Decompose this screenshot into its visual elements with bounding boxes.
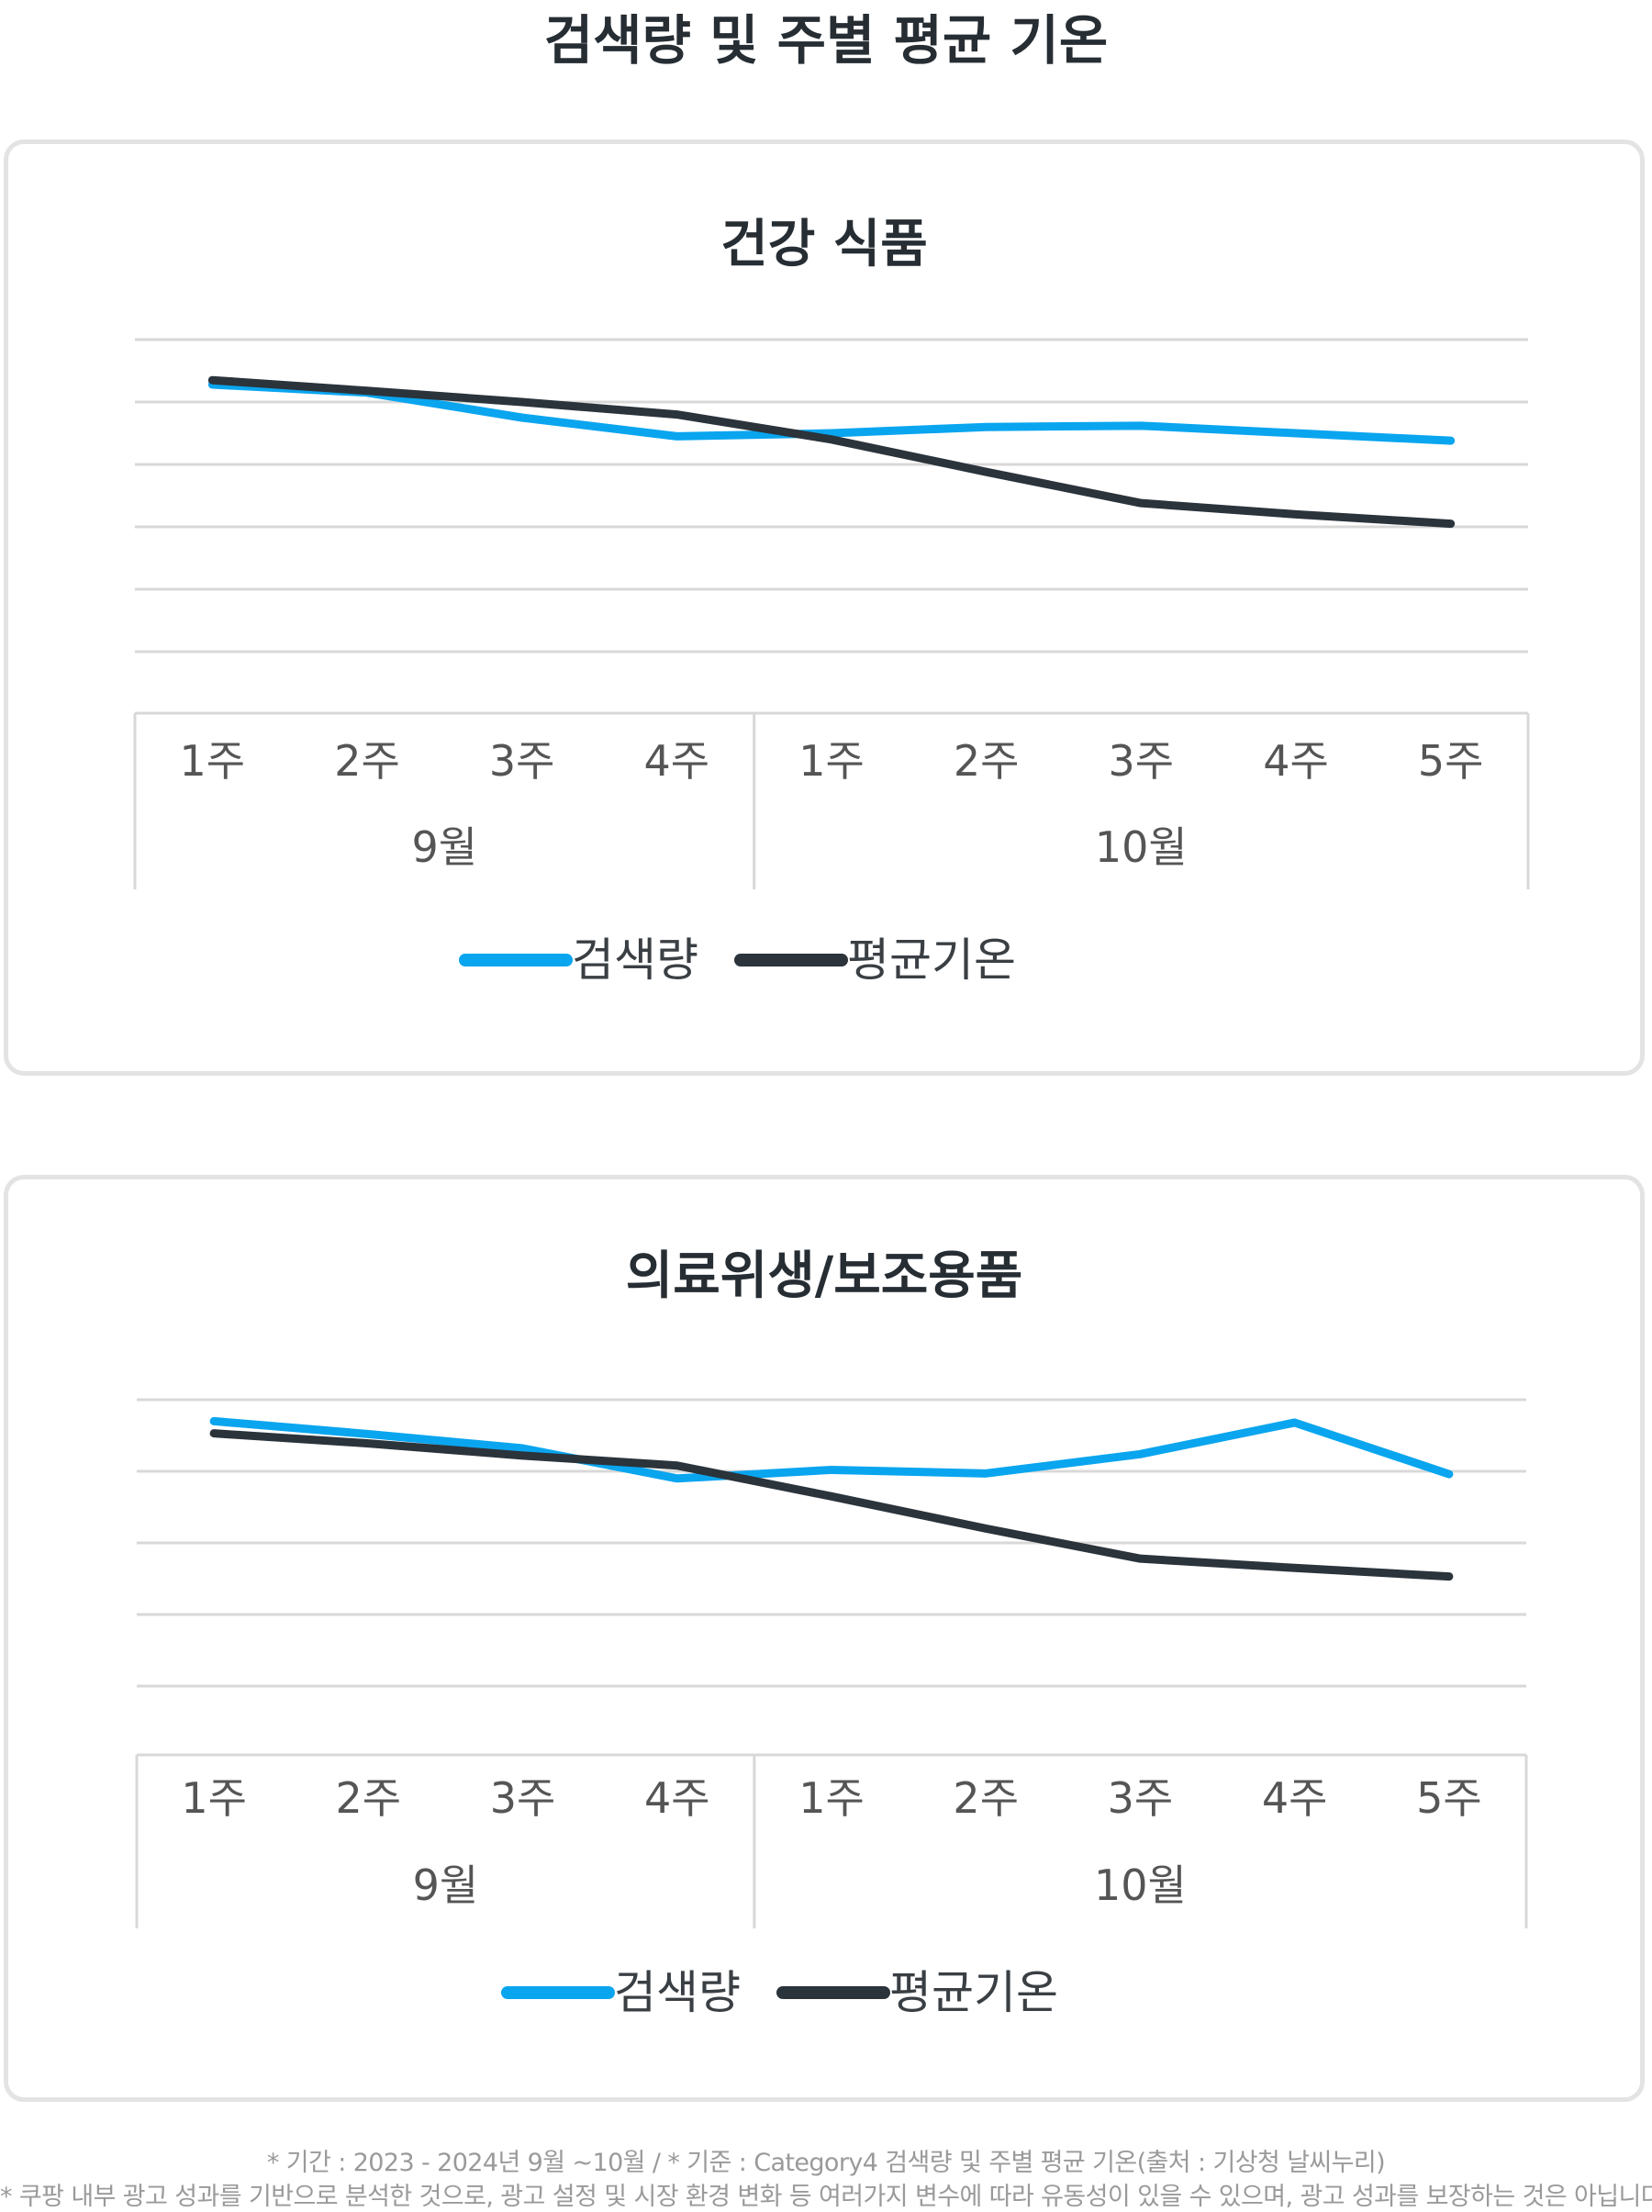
legend-label-search: 검색량 bbox=[614, 1966, 741, 2019]
legend-label-temperature: 평균기온 bbox=[847, 933, 1016, 987]
x-tick-label: 2주 bbox=[334, 736, 400, 786]
month-group-label: 10월 bbox=[1094, 1860, 1187, 1910]
chart-title: 의료위생/보조용품 bbox=[625, 1246, 1023, 1306]
x-tick-label: 2주 bbox=[336, 1773, 402, 1823]
x-tick-label: 1주 bbox=[798, 736, 865, 786]
x-tick-label: 2주 bbox=[953, 1773, 1019, 1823]
x-tick-label: 4주 bbox=[644, 1773, 710, 1823]
x-tick-label: 4주 bbox=[1263, 736, 1329, 786]
x-tick-label: 3주 bbox=[489, 736, 555, 786]
legend-label-temperature: 평균기온 bbox=[889, 1966, 1058, 2019]
x-tick-label: 4주 bbox=[644, 736, 710, 786]
series-line-search bbox=[207, 380, 1456, 445]
month-group-label: 9월 bbox=[413, 1860, 479, 1910]
legend-label-search: 검색량 bbox=[572, 933, 698, 987]
series-line-search bbox=[209, 1416, 1454, 1483]
footnote-period: * 기간 : 2023 - 2024년 9월 ~10월 / * 기준 : Cat… bbox=[266, 2149, 1386, 2177]
footnote-disclaimer: * 쿠팡 내부 광고 성과를 기반으로 분석한 것으로, 광고 설정 및 시장 … bbox=[0, 2183, 1652, 2211]
x-tick-label: 4주 bbox=[1262, 1773, 1328, 1823]
x-tick-label: 1주 bbox=[798, 1773, 865, 1823]
series-line-temperature bbox=[209, 1429, 1454, 1581]
chart-title: 건강 식품 bbox=[720, 215, 928, 274]
x-tick-label: 1주 bbox=[180, 736, 246, 786]
x-tick-label: 3주 bbox=[490, 1773, 556, 1823]
x-tick-label: 5주 bbox=[1416, 1773, 1482, 1823]
series-line-temperature bbox=[207, 375, 1456, 529]
x-tick-label: 1주 bbox=[181, 1773, 247, 1823]
x-tick-label: 3주 bbox=[1109, 736, 1175, 786]
month-group-label: 9월 bbox=[412, 822, 478, 872]
x-tick-label: 5주 bbox=[1418, 736, 1484, 786]
page-title: 검색량 및 주별 평균 기온 bbox=[543, 9, 1109, 72]
month-group-label: 10월 bbox=[1095, 822, 1188, 872]
x-tick-label: 3주 bbox=[1108, 1773, 1174, 1823]
x-tick-label: 2주 bbox=[954, 736, 1020, 786]
